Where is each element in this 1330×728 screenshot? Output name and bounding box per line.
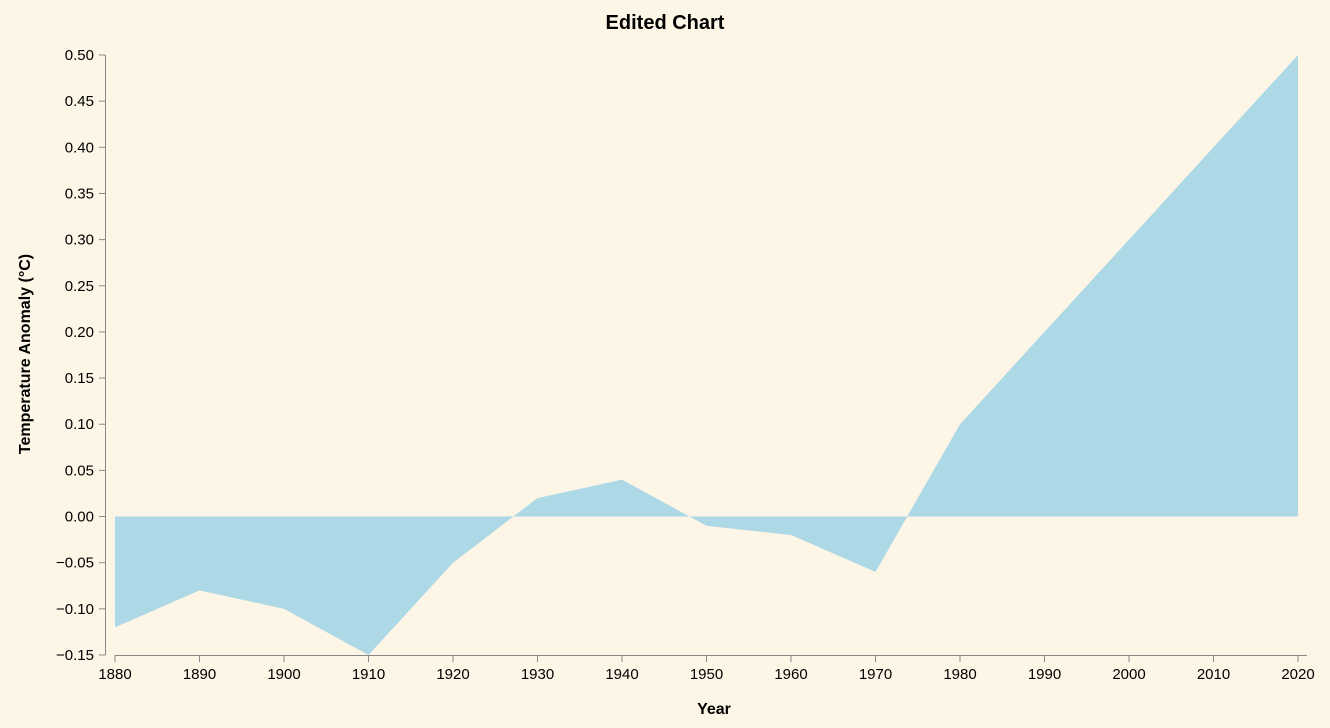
y-tick-label: 0.40 bbox=[65, 139, 94, 156]
chart-title: Edited Chart bbox=[606, 12, 725, 34]
x-tick-label: 1930 bbox=[521, 666, 554, 683]
plot-area bbox=[115, 55, 1298, 655]
x-tick-label: 2010 bbox=[1197, 666, 1230, 683]
x-tick-label: 1910 bbox=[352, 666, 385, 683]
y-tick-label: 0.00 bbox=[65, 509, 94, 526]
y-tick-label: 0.05 bbox=[65, 462, 94, 479]
x-tick-label: 1880 bbox=[98, 666, 131, 683]
y-tick-label: 0.35 bbox=[65, 185, 94, 202]
y-axis: 0.50 0.45 0.40 0.35 0.30 0.25 0.20 0.15 0.10 0.05… bbox=[56, 47, 106, 664]
y-tick-label: 0.50 bbox=[65, 47, 94, 64]
x-tick-label: 1960 bbox=[774, 666, 807, 683]
x-tick-label: 2000 bbox=[1112, 666, 1145, 683]
y-tick-label: −0.15 bbox=[56, 647, 94, 664]
y-tick-label: −0.05 bbox=[56, 555, 94, 572]
x-tick-label: 1980 bbox=[943, 666, 976, 683]
y-tick-label: 0.45 bbox=[65, 93, 94, 110]
x-tick-label: 1900 bbox=[267, 666, 300, 683]
y-tick-label: 0.25 bbox=[65, 278, 94, 295]
y-tick-label: 0.10 bbox=[65, 416, 94, 433]
y-tick-label: 0.15 bbox=[65, 370, 94, 387]
x-tick-label: 1990 bbox=[1028, 666, 1061, 683]
x-axis: 1880 1890 1900 1910 1920 1930 1940 1950 1960 1970… bbox=[98, 655, 1315, 683]
x-tick-label: 1920 bbox=[436, 666, 469, 683]
y-tick-label: 0.20 bbox=[65, 324, 94, 341]
x-axis-title: Year bbox=[697, 701, 731, 718]
x-tick-label: 2020 bbox=[1281, 666, 1314, 683]
x-tick-label: 1940 bbox=[605, 666, 638, 683]
y-tick-label: 0.30 bbox=[65, 232, 94, 249]
x-tick-label: 1970 bbox=[859, 666, 892, 683]
y-axis-title: Temperature Anomaly (°C) bbox=[17, 254, 34, 454]
x-tick-label: 1950 bbox=[690, 666, 723, 683]
x-tick-label: 1890 bbox=[183, 666, 216, 683]
area-series bbox=[115, 55, 1298, 655]
y-tick-label: −0.10 bbox=[56, 601, 94, 618]
